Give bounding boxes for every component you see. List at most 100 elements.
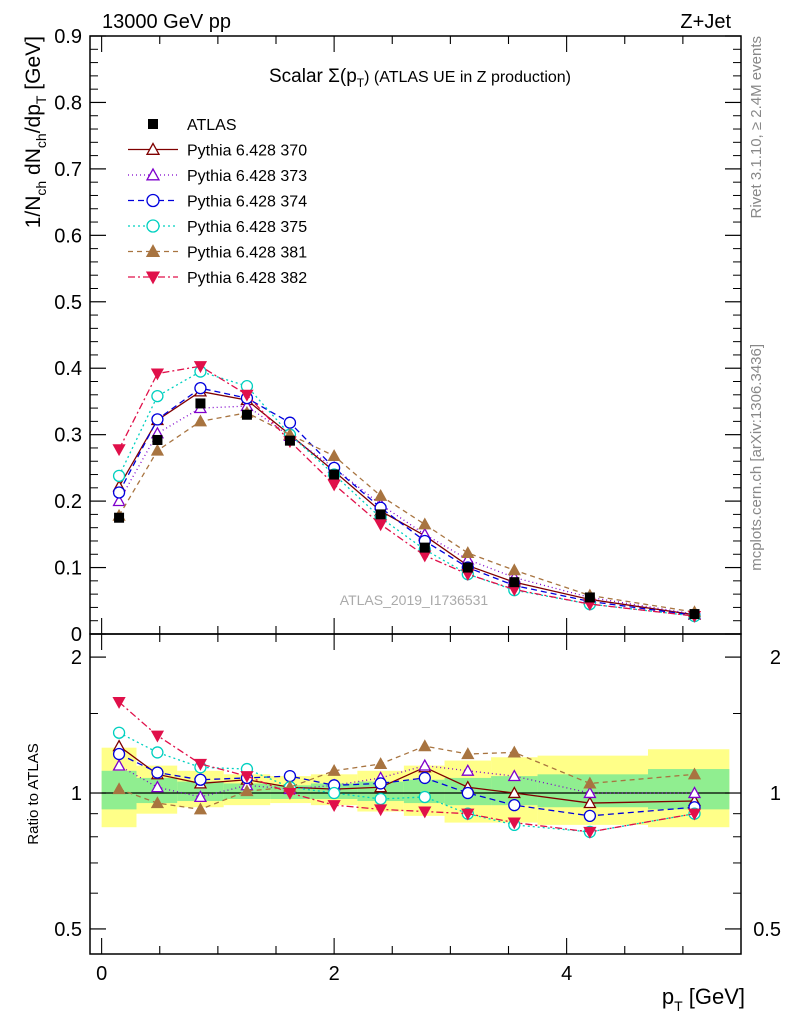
data-point [419,542,430,553]
ratio-point [150,730,165,743]
data-point [509,577,520,588]
series-point [327,449,341,461]
x-axis-label: pT [GeV] [662,984,745,1014]
data-point [689,609,700,620]
ratio-point [327,763,341,776]
main-panel: 0 0.1 0.2 0.3 0.4 0.5 0.6 0.7 0.8 0.9 Scalar Σ(pT… [22,26,742,646]
series-line [118,412,695,613]
ratio-point [150,796,165,809]
series-point [151,389,164,403]
ratio-point [418,806,432,819]
series-point [418,517,432,530]
data-point [241,409,252,420]
ratio-point [151,746,164,759]
ratio-point [112,747,126,761]
series-point [374,519,388,532]
ratio-point [112,758,126,771]
legend-marker [145,167,161,181]
legend-item: Pythia 6.428 373 [128,167,307,185]
ratio-point [112,697,126,709]
ratio-point [507,817,521,830]
series-point [194,382,207,395]
main-ylabel: 1/Nch dNch/dpT [GeV] [22,36,49,228]
series-point [112,444,126,457]
ratio-line [118,732,695,833]
ratio-point [193,802,208,815]
ratio-line [118,745,695,804]
legend-marker [148,119,158,129]
data-point [462,562,473,573]
ratio-point [507,769,521,782]
legend-marker [145,244,161,257]
xtick-label: 4 [561,963,572,985]
main-ytick-label: 0.6 [54,225,82,247]
series-point [240,389,254,402]
side-label-top: Rivet 3.1.10, ≥ 2.4M events [748,36,765,219]
main-ytick-label: 0.9 [54,26,82,48]
ratio-point [327,786,341,800]
series-point [112,486,126,499]
header-left-label: 13000 GeV pp [102,11,231,33]
data-point [284,435,295,446]
ratio-point [112,782,126,795]
legend-item: Pythia 6.428 382 [128,270,307,287]
ratio-point [687,786,702,799]
ratio-series-6 [112,697,702,839]
data-point [329,469,340,480]
ratio-point [283,769,297,783]
ratio-point [461,763,475,776]
ratio-point [150,780,165,793]
ratio-point [283,787,297,800]
legend-label: Pythia 6.428 382 [187,270,307,287]
ratio-ytick-label-right: 2 [770,647,781,669]
series-line [118,370,695,617]
ratio-point [461,786,474,800]
ratio-point [151,766,164,779]
legend-label: ATLAS [187,117,237,134]
ratio-point [418,758,432,771]
ratio-frame [89,633,742,955]
ratio-point [374,757,388,769]
legend: ATLAS Pythia 6.428 370 Pythia 6.428 373 Pyt… [128,117,307,287]
series-line [118,390,695,616]
main-ytick-label: 0.3 [54,425,82,447]
legend-marker [145,142,161,155]
legend-label: Pythia 6.428 381 [187,245,307,262]
series-point [193,414,208,427]
ratio-point [240,784,254,797]
legend-item: Pythia 6.428 374 [128,194,307,211]
ratio-ytick-label-right: 1 [770,783,781,805]
main-title: Scalar Σ(pT) (ATLAS UE in Z production) [269,66,571,90]
series-point [507,563,521,576]
legend-label: Pythia 6.428 374 [187,194,307,211]
series-point [461,546,475,558]
legend-marker [146,219,160,233]
ratio-point [583,776,597,789]
legend-item: ATLAS [148,117,237,134]
uncertainty-band-inner [648,769,730,810]
header-right-label: Z+Jet [680,11,731,33]
series-point [150,443,165,456]
series-point [374,488,388,501]
ratio-point [507,786,521,799]
legend-item: Pythia 6.428 381 [128,244,307,262]
data-point [375,509,386,520]
main-ytick-label: 0.5 [54,292,82,314]
ratio-ytick-label: 0.5 [54,919,82,941]
ratio-point [687,808,702,821]
ratio-line [118,701,695,833]
ratio-ytick-label-right: 0.5 [753,919,781,941]
main-ytick-label: 0.4 [54,358,82,380]
ratio-point [374,804,388,817]
ratio-point [193,758,208,771]
ratio-line [118,753,695,817]
series-point [112,469,126,483]
ratio-ylabel: Ratio to ATLAS [25,743,42,844]
ratio-point [193,790,208,803]
series-2 [112,399,702,620]
legend-label: Pythia 6.428 373 [187,168,307,185]
series-point [151,413,164,426]
ratio-point [461,747,475,760]
